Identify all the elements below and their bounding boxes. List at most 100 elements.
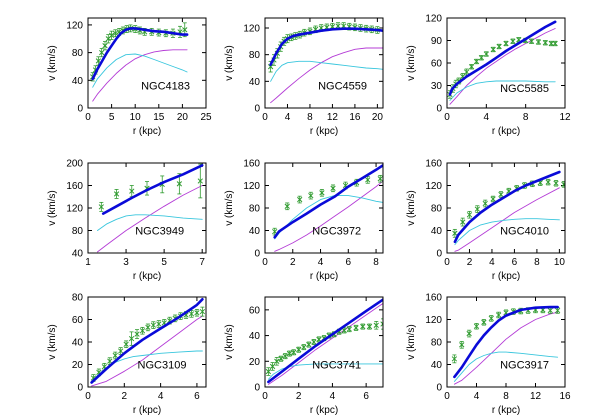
x-axis-label: r (kpc) <box>310 405 338 416</box>
data-point <box>548 40 554 47</box>
data-point <box>330 184 336 193</box>
plot-frame <box>446 296 566 388</box>
data-point <box>503 40 509 47</box>
data-point <box>156 320 162 328</box>
data-point <box>552 40 558 47</box>
y-axis-label: v (km/s) <box>406 324 417 360</box>
y-tick-label: 0 <box>436 104 442 115</box>
disk-curve <box>92 53 188 88</box>
data-point <box>267 60 274 73</box>
data-point <box>460 217 466 227</box>
total-curve <box>273 164 383 239</box>
y-tick-label: 160 <box>243 159 260 170</box>
y-axis-label: v (km/s) <box>47 45 58 81</box>
plot-area <box>265 298 383 385</box>
x-tick-label: 0 <box>262 257 268 268</box>
data-point <box>278 355 284 362</box>
data-point <box>134 329 140 340</box>
y-tick-label: 40 <box>249 226 261 237</box>
x-tick-label: 5 <box>109 112 115 123</box>
y-tick-label: 0 <box>77 104 83 115</box>
galaxy-name-label: NGC3949 <box>135 226 184 238</box>
y-tick-label: 120 <box>425 181 442 192</box>
x-tick-label: 15 <box>153 112 165 123</box>
data-point <box>459 341 465 349</box>
y-axis-label: v (km/s) <box>406 45 417 81</box>
y-axis-label: v (km/s) <box>224 324 235 360</box>
y-tick-label: 80 <box>431 338 443 349</box>
halo-curve <box>270 47 383 104</box>
x-tick-label: 4 <box>484 112 490 123</box>
galaxy-name-label: NGC3972 <box>312 226 361 238</box>
x-tick-label: 12 <box>327 112 339 123</box>
plot-area <box>451 305 561 385</box>
panel-ngc4183: 0 5 10 15 20 25 0 40 80 120 r (kpc) v (km/s) NGC4183 <box>47 17 212 137</box>
x-tick-label: 4 <box>474 391 480 402</box>
disk-curve <box>267 363 383 380</box>
y-tick-label: 80 <box>249 50 261 61</box>
y-tick-label: 40 <box>249 331 261 342</box>
y-tick-label: 120 <box>66 20 83 31</box>
data-point <box>365 176 371 184</box>
y-tick-label: 120 <box>66 204 83 215</box>
x-tick-label: 20 <box>177 112 189 123</box>
x-tick-label: 2 <box>122 391 128 402</box>
x-tick-label: 8 <box>373 257 379 268</box>
total-curve <box>91 27 189 81</box>
data-point <box>128 331 135 346</box>
data-point <box>554 307 561 314</box>
x-tick-label: 6 <box>346 257 352 268</box>
total-curve <box>448 20 557 96</box>
data-point <box>311 339 317 345</box>
data-point <box>297 195 303 204</box>
data-point <box>496 43 502 50</box>
data-point <box>488 315 494 322</box>
panel-ngc4559: 0 4 8 12 16 20 0 40 80 120 r (kpc) v (km/s) NGC4559 <box>224 17 384 137</box>
y-tick-label: 40 <box>249 77 261 88</box>
x-tick-label: 2 <box>290 257 296 268</box>
galaxy-name-label: NGC3109 <box>138 360 187 372</box>
panel-ngc3949: 1 3 5 7 40 80 120 160 200 r (kpc) v (km/s) NGC3949 <box>47 159 207 282</box>
halo-curve <box>454 187 560 252</box>
x-tick-label: 8 <box>523 112 529 123</box>
data-point <box>545 178 551 186</box>
data-point <box>464 68 470 76</box>
data-point <box>360 323 366 330</box>
x-tick-label: 12 <box>559 112 571 123</box>
x-tick-label: 8 <box>534 257 540 268</box>
y-tick-label: 0 <box>254 104 260 115</box>
plot-area <box>97 163 204 253</box>
halo-curve <box>274 180 383 252</box>
data-point <box>553 180 559 187</box>
data-point <box>99 48 105 58</box>
y-tick-label: 0 <box>254 249 260 260</box>
data-point <box>452 228 458 238</box>
x-tick-label: 6 <box>363 391 369 402</box>
y-tick-label: 120 <box>425 315 442 326</box>
data-point <box>535 39 542 45</box>
data-point <box>306 341 312 348</box>
x-tick-label: 0 <box>444 112 450 123</box>
x-tick-label: 5 <box>161 257 167 268</box>
data-point <box>468 64 475 70</box>
y-tick-label: 0 <box>254 383 260 394</box>
y-tick-label: 80 <box>72 226 84 237</box>
x-tick-label: 4 <box>158 391 164 402</box>
y-tick-label: 40 <box>431 360 443 371</box>
x-tick-label: 10 <box>130 112 142 123</box>
panel-ngc4010: 0 2 4 6 8 10 0 40 80 120 160 r (kpc) v (km/s) NGC4010 <box>406 159 566 282</box>
data-point <box>112 351 118 360</box>
galaxy-name-label: NGC3741 <box>312 360 361 372</box>
y-tick-label: 40 <box>72 249 84 260</box>
data-point <box>199 306 206 317</box>
y-tick-label: 0 <box>436 249 442 260</box>
galaxy-name-label: NGC4010 <box>500 226 549 238</box>
y-tick-label: 80 <box>249 204 261 215</box>
y-tick-label: 40 <box>431 226 443 237</box>
halo-curve <box>92 49 188 102</box>
data-point <box>308 191 314 200</box>
